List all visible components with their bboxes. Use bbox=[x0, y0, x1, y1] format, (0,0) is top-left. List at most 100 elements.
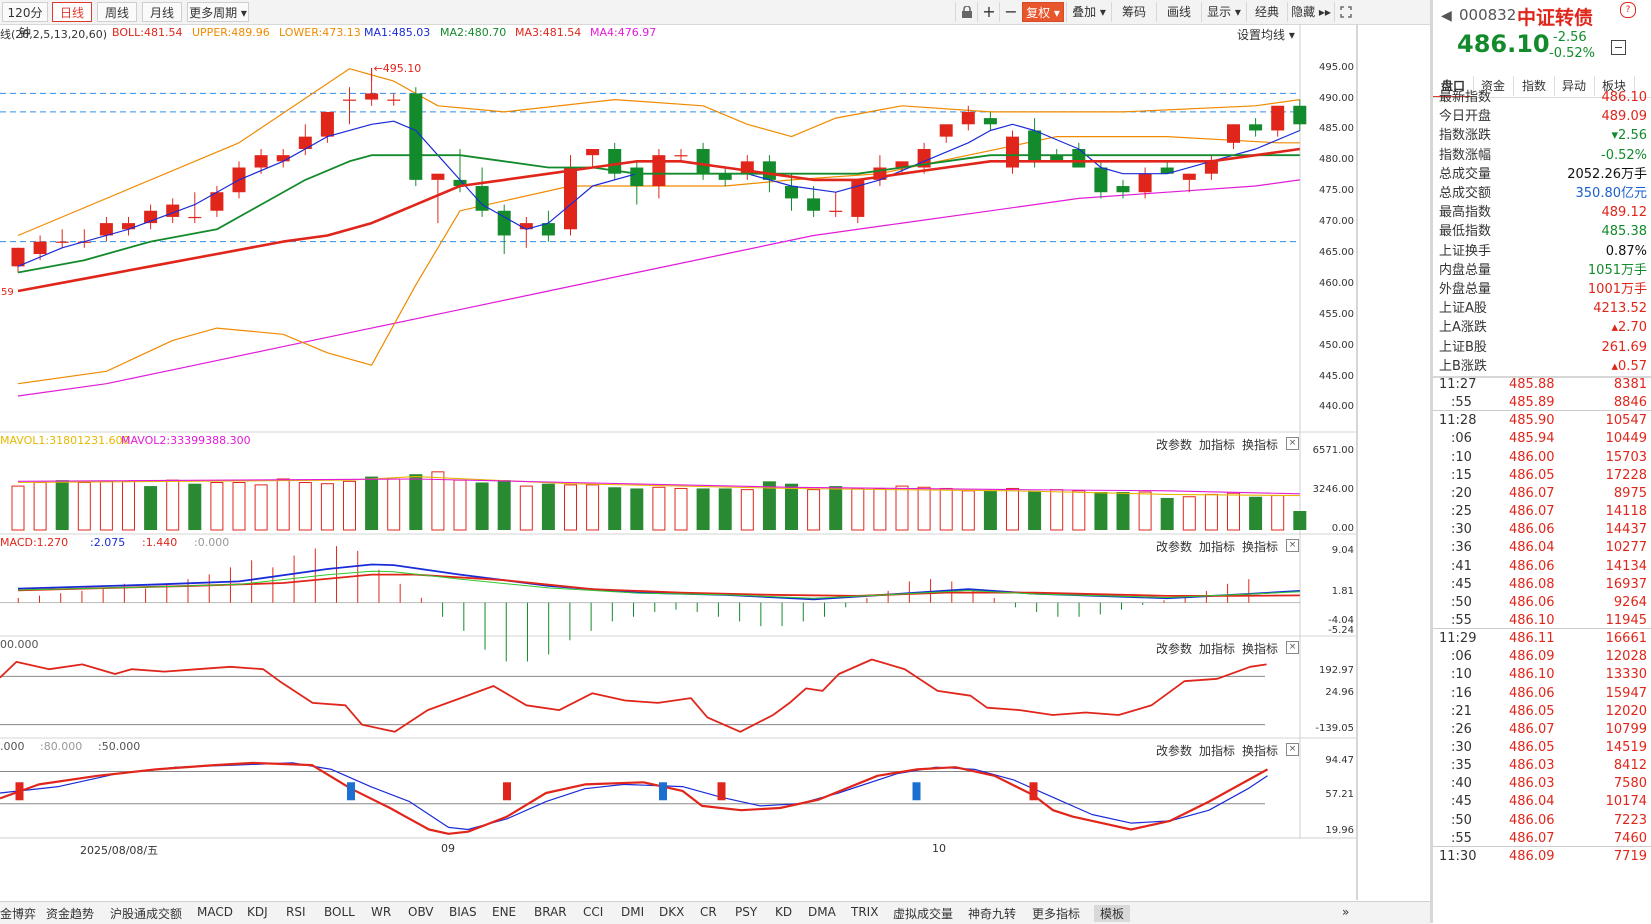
close-panel-icon[interactable]: × bbox=[1286, 743, 1299, 756]
candle-down bbox=[762, 161, 776, 180]
add-indicator-button[interactable]: 加指标 bbox=[1199, 744, 1236, 758]
draw-line-button[interactable]: 画线 bbox=[1156, 2, 1201, 22]
change-params-button[interactable]: 改参数 bbox=[1156, 744, 1193, 758]
kline-chart[interactable]: ←495.10 59 bbox=[0, 0, 1358, 900]
candle-down bbox=[1072, 148, 1086, 168]
switch-indicator-button[interactable]: 换指标 bbox=[1242, 540, 1279, 554]
indicator-tab-22[interactable]: 更多指标 bbox=[1032, 907, 1081, 921]
stat-value: 486.10 bbox=[1601, 90, 1648, 105]
legend-upper: UPPER:489.96 bbox=[192, 26, 270, 39]
indicator-tab-2[interactable]: 沪股通成交额 bbox=[110, 907, 183, 921]
stat-label: 外盘总量 bbox=[1439, 282, 1492, 297]
tick-row: :35 486.03 8412 bbox=[1439, 756, 1647, 775]
zoom-out-icon[interactable]: − bbox=[999, 2, 1022, 22]
tick-volume: 13330 bbox=[1605, 667, 1647, 683]
change-params-button[interactable]: 改参数 bbox=[1156, 642, 1193, 656]
indicator-tab-14[interactable]: DKX bbox=[659, 905, 685, 919]
legend-kdj: .000 bbox=[0, 740, 25, 753]
overlay-button[interactable]: 叠加 ▾ bbox=[1066, 2, 1111, 22]
switch-indicator-button[interactable]: 换指标 bbox=[1242, 438, 1279, 452]
indicator-tab-21[interactable]: 神奇九转 bbox=[968, 907, 1017, 921]
collapse-icon[interactable] bbox=[1611, 40, 1626, 55]
candle-down bbox=[1050, 155, 1064, 162]
lock-icon[interactable] bbox=[955, 2, 978, 22]
tick-time: :36 bbox=[1451, 540, 1472, 556]
candle-up bbox=[188, 216, 202, 219]
indicator-tab-19[interactable]: TRIX bbox=[851, 905, 879, 919]
tick-time: :40 bbox=[1451, 776, 1472, 792]
period-120min-button[interactable]: 120分钟 bbox=[2, 2, 48, 40]
macd-tick-label: -4.04 bbox=[1328, 614, 1354, 626]
switch-indicator-button[interactable]: 换指标 bbox=[1242, 744, 1279, 758]
info-icon[interactable]: ? bbox=[1620, 2, 1636, 18]
add-indicator-button[interactable]: 加指标 bbox=[1199, 540, 1236, 554]
tick-price: 486.11 bbox=[1509, 631, 1555, 647]
volume-bar-down bbox=[1293, 511, 1307, 530]
add-indicator-button[interactable]: 加指标 bbox=[1199, 438, 1236, 452]
stat-row: 上证换手 0.87% bbox=[1439, 242, 1647, 262]
indicator-tab-11[interactable]: BRAR bbox=[534, 905, 567, 919]
tick-volume: 7580 bbox=[1613, 776, 1647, 792]
indicator-tab-0[interactable]: 金博弈 bbox=[0, 907, 37, 921]
indicator-tab-10[interactable]: ENE bbox=[492, 905, 517, 919]
indicator-tab-4[interactable]: KDJ bbox=[247, 905, 268, 919]
indicator-tab-7[interactable]: WR bbox=[371, 905, 392, 919]
more-periods-button[interactable]: 更多周期 ▾ bbox=[187, 2, 249, 22]
classic-button[interactable]: 经典 bbox=[1246, 2, 1287, 22]
volume-bar-up bbox=[917, 486, 931, 531]
indicator-tab-17[interactable]: KD bbox=[775, 905, 793, 919]
candle-up bbox=[939, 124, 953, 137]
indicator-tab-15[interactable]: CR bbox=[700, 905, 717, 919]
kdj-signal-bar bbox=[659, 782, 667, 801]
indicator-tab-8[interactable]: OBV bbox=[408, 905, 434, 919]
legend-mavol1: MAVOL1:31801231.600 bbox=[0, 434, 130, 447]
cci-tick-label: 24.96 bbox=[1325, 687, 1354, 699]
close-panel-icon[interactable]: × bbox=[1286, 641, 1299, 654]
volume-bar-down bbox=[1028, 490, 1042, 530]
set-ma-button[interactable]: 设置均线 ▾ bbox=[1237, 28, 1295, 42]
indicator-tab-20[interactable]: 虚拟成交量 bbox=[893, 907, 954, 921]
indicator-tab-23[interactable]: 模板 bbox=[1094, 905, 1131, 922]
close-panel-icon[interactable]: × bbox=[1286, 437, 1299, 450]
candle-down bbox=[497, 210, 511, 236]
tick-price: 485.90 bbox=[1509, 413, 1555, 429]
indicator-tab-5[interactable]: RSI bbox=[286, 905, 306, 919]
indicator-tab-12[interactable]: CCI bbox=[583, 905, 604, 919]
chips-button[interactable]: 筹码 bbox=[1111, 2, 1156, 22]
indicator-tab-3[interactable]: MACD bbox=[197, 905, 233, 919]
legend-cci: 00.000 bbox=[0, 638, 39, 651]
tick-volume: 14134 bbox=[1605, 558, 1647, 574]
quote-tab-3[interactable]: 异动 bbox=[1554, 76, 1595, 96]
indicator-tab-18[interactable]: DMA bbox=[808, 905, 836, 919]
quote-tab-1[interactable]: 资金 bbox=[1473, 76, 1514, 96]
prev-stock-icon[interactable]: ◀ bbox=[1441, 8, 1452, 24]
indicator-tab-1[interactable]: 资金趋势 bbox=[46, 907, 95, 921]
indicator-tab-16[interactable]: PSY bbox=[735, 905, 758, 919]
stat-label: 上证换手 bbox=[1439, 243, 1492, 259]
quote-tab-2[interactable]: 指数 bbox=[1514, 76, 1555, 96]
period-monthly-button[interactable]: 月线 bbox=[142, 2, 182, 22]
quote-tab-4[interactable]: 板块 bbox=[1594, 76, 1635, 96]
add-indicator-button[interactable]: 加指标 bbox=[1199, 642, 1236, 656]
display-button[interactable]: 显示 ▾ bbox=[1201, 2, 1246, 22]
adjust-rights-button[interactable]: 复权 ▾ bbox=[1022, 2, 1064, 22]
close-panel-icon[interactable]: × bbox=[1286, 539, 1299, 552]
zoom-in-icon[interactable]: + bbox=[977, 2, 1000, 22]
volume-bar-down bbox=[409, 474, 423, 530]
indicator-tab-13[interactable]: DMI bbox=[621, 905, 645, 919]
switch-indicator-button[interactable]: 换指标 bbox=[1242, 642, 1279, 656]
volume-bar-up bbox=[320, 483, 334, 531]
change-params-button[interactable]: 改参数 bbox=[1156, 540, 1193, 554]
period-daily-button[interactable]: 日线 bbox=[52, 2, 92, 22]
more-tabs-arrow-icon[interactable]: » bbox=[1342, 905, 1350, 919]
stat-value: 489.09 bbox=[1601, 109, 1648, 125]
fullscreen-icon[interactable] bbox=[1334, 2, 1357, 22]
mavol2-line bbox=[17, 478, 1300, 495]
period-weekly-button[interactable]: 周线 bbox=[97, 2, 137, 22]
tick-row: 11:29 486.11 16661 bbox=[1439, 629, 1647, 648]
change-params-button[interactable]: 改参数 bbox=[1156, 438, 1193, 452]
tick-time: :41 bbox=[1451, 558, 1472, 574]
indicator-tab-6[interactable]: BOLL bbox=[324, 905, 355, 919]
hide-button[interactable]: 隐藏 ▸▸ bbox=[1287, 2, 1334, 22]
indicator-tab-9[interactable]: BIAS bbox=[449, 905, 477, 919]
